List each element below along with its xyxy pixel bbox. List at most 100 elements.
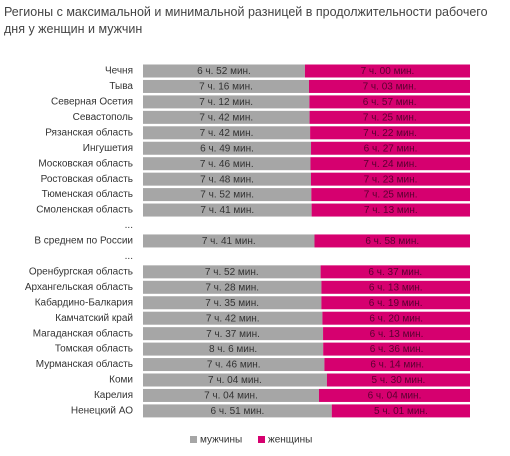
bar-segment: [321, 280, 470, 294]
category-label: ...: [125, 251, 133, 262]
bar-segment: [143, 311, 323, 325]
value-label: 7 ч. 23 мин.: [364, 174, 418, 185]
category-label: Смоленская область: [36, 204, 133, 216]
value-label: 7 ч. 03 мин.: [363, 82, 417, 93]
category-label: Северная Осетия: [51, 97, 133, 108]
value-label: 6 ч. 58 мин.: [365, 236, 419, 247]
category-label: Томская область: [55, 343, 133, 355]
value-label: 6 ч. 27 мин.: [364, 143, 418, 154]
bar-segment: [322, 311, 470, 325]
value-label: 7 ч. 12 мин.: [199, 97, 253, 108]
category-label: Камчатский край: [55, 313, 133, 324]
value-label: 7 ч. 25 мин.: [364, 190, 418, 201]
value-label: 7 ч. 25 мин.: [363, 112, 417, 123]
value-label: 7 ч. 16 мин.: [199, 82, 253, 93]
bar-segment: [310, 172, 470, 186]
bar-segment: [309, 95, 470, 109]
bar-segment: [321, 296, 470, 310]
value-label: 7 ч. 42 мин.: [199, 112, 253, 123]
bar-segment: [143, 388, 319, 402]
bar-segment: [143, 95, 310, 109]
value-label: 6 ч. 13 мин.: [369, 282, 423, 293]
legend-label: мужчины: [200, 435, 242, 446]
bar-segment: [143, 79, 309, 93]
bar-segment: [331, 404, 470, 418]
value-label: 5 ч. 30 мин.: [372, 375, 426, 386]
category-label: Ненецкий АО: [71, 406, 133, 417]
bar-segment: [143, 327, 324, 341]
bar-segment: [143, 157, 311, 171]
bar-segment: [309, 110, 470, 124]
bar-segment: [323, 327, 470, 341]
bar-segment: [143, 110, 310, 124]
value-label: 7 ч. 22 мин.: [363, 128, 417, 139]
value-label: 7 ч. 52 мин.: [200, 190, 254, 201]
value-label: 7 ч. 35 мин.: [205, 298, 259, 309]
category-label: Кабардино-Балкария: [35, 296, 133, 308]
bar-segment: [324, 358, 470, 372]
category-label: В среднем по России: [34, 236, 133, 247]
category-label: Тюменская область: [42, 188, 133, 200]
value-label: 7 ч. 41 мин.: [202, 236, 256, 247]
category-label: Мурманская область: [36, 358, 133, 370]
category-label: ...: [125, 220, 133, 231]
bar-segment: [143, 404, 332, 418]
value-label: 6 ч. 14 мин.: [370, 360, 424, 371]
value-label: 7 ч. 04 мин.: [208, 375, 262, 386]
bar-segment: [323, 342, 470, 356]
category-label: Архангельская область: [25, 281, 133, 293]
value-label: 6 ч. 37 мин.: [368, 267, 422, 278]
value-label: 8 ч. 6 мин.: [209, 344, 257, 355]
category-label: Коми: [109, 375, 133, 386]
bar-segment: [143, 373, 327, 387]
bar-segment: [143, 64, 305, 78]
category-label: Магаданская область: [33, 327, 133, 339]
bar-segment: [143, 265, 321, 279]
category-label: Ростовская область: [41, 173, 133, 185]
legend-swatch: [258, 436, 265, 443]
bar-segment: [143, 141, 312, 155]
bar-segment: [143, 188, 312, 202]
value-label: 6 ч. 20 мин.: [369, 313, 423, 324]
value-label: 7 ч. 42 мин.: [206, 313, 260, 324]
value-label: 6 ч. 49 мин.: [200, 143, 254, 154]
category-label: Московская область: [38, 157, 133, 169]
category-label: Ингушетия: [83, 143, 133, 154]
value-label: 6 ч. 51 мин.: [210, 406, 264, 417]
value-label: 6 ч. 04 мин.: [368, 391, 422, 402]
bar-segment: [310, 126, 470, 140]
category-label: Оренбургская область: [29, 265, 133, 277]
value-label: 7 ч. 46 мин.: [207, 360, 261, 371]
bar-segment: [143, 126, 311, 140]
value-label: 6 ч. 36 мин.: [370, 344, 424, 355]
value-label: 6 ч. 19 мин.: [369, 298, 423, 309]
bar-segment: [308, 79, 470, 93]
category-label: Чечня: [105, 66, 133, 77]
category-label: Тыва: [109, 81, 133, 92]
bar-segment: [304, 64, 470, 78]
bar-segment: [318, 388, 470, 402]
category-label: Рязанская область: [45, 126, 133, 138]
bar-segment: [143, 172, 311, 186]
value-label: 7 ч. 28 мин.: [205, 282, 259, 293]
bar-segment: [143, 234, 315, 248]
bar-segment: [311, 203, 470, 217]
value-label: 7 ч. 41 мин.: [200, 205, 254, 216]
value-label: 7 ч. 13 мин.: [364, 205, 418, 216]
value-label: 7 ч. 42 мин.: [200, 128, 254, 139]
value-label: 6 ч. 52 мин.: [197, 66, 251, 77]
value-label: 7 ч. 46 мин.: [200, 159, 254, 170]
bar-segment: [143, 203, 312, 217]
legend-label: женщины: [268, 435, 312, 446]
legend-swatch: [190, 436, 197, 443]
bar-segment: [320, 265, 470, 279]
bar-segment: [326, 373, 470, 387]
value-label: 7 ч. 00 мин.: [361, 66, 415, 77]
category-label: Карелия: [94, 390, 133, 401]
value-label: 7 ч. 48 мин.: [200, 174, 254, 185]
bar-segment: [143, 342, 324, 356]
bar-segment: [143, 358, 325, 372]
value-label: 6 ч. 13 мин.: [370, 329, 424, 340]
